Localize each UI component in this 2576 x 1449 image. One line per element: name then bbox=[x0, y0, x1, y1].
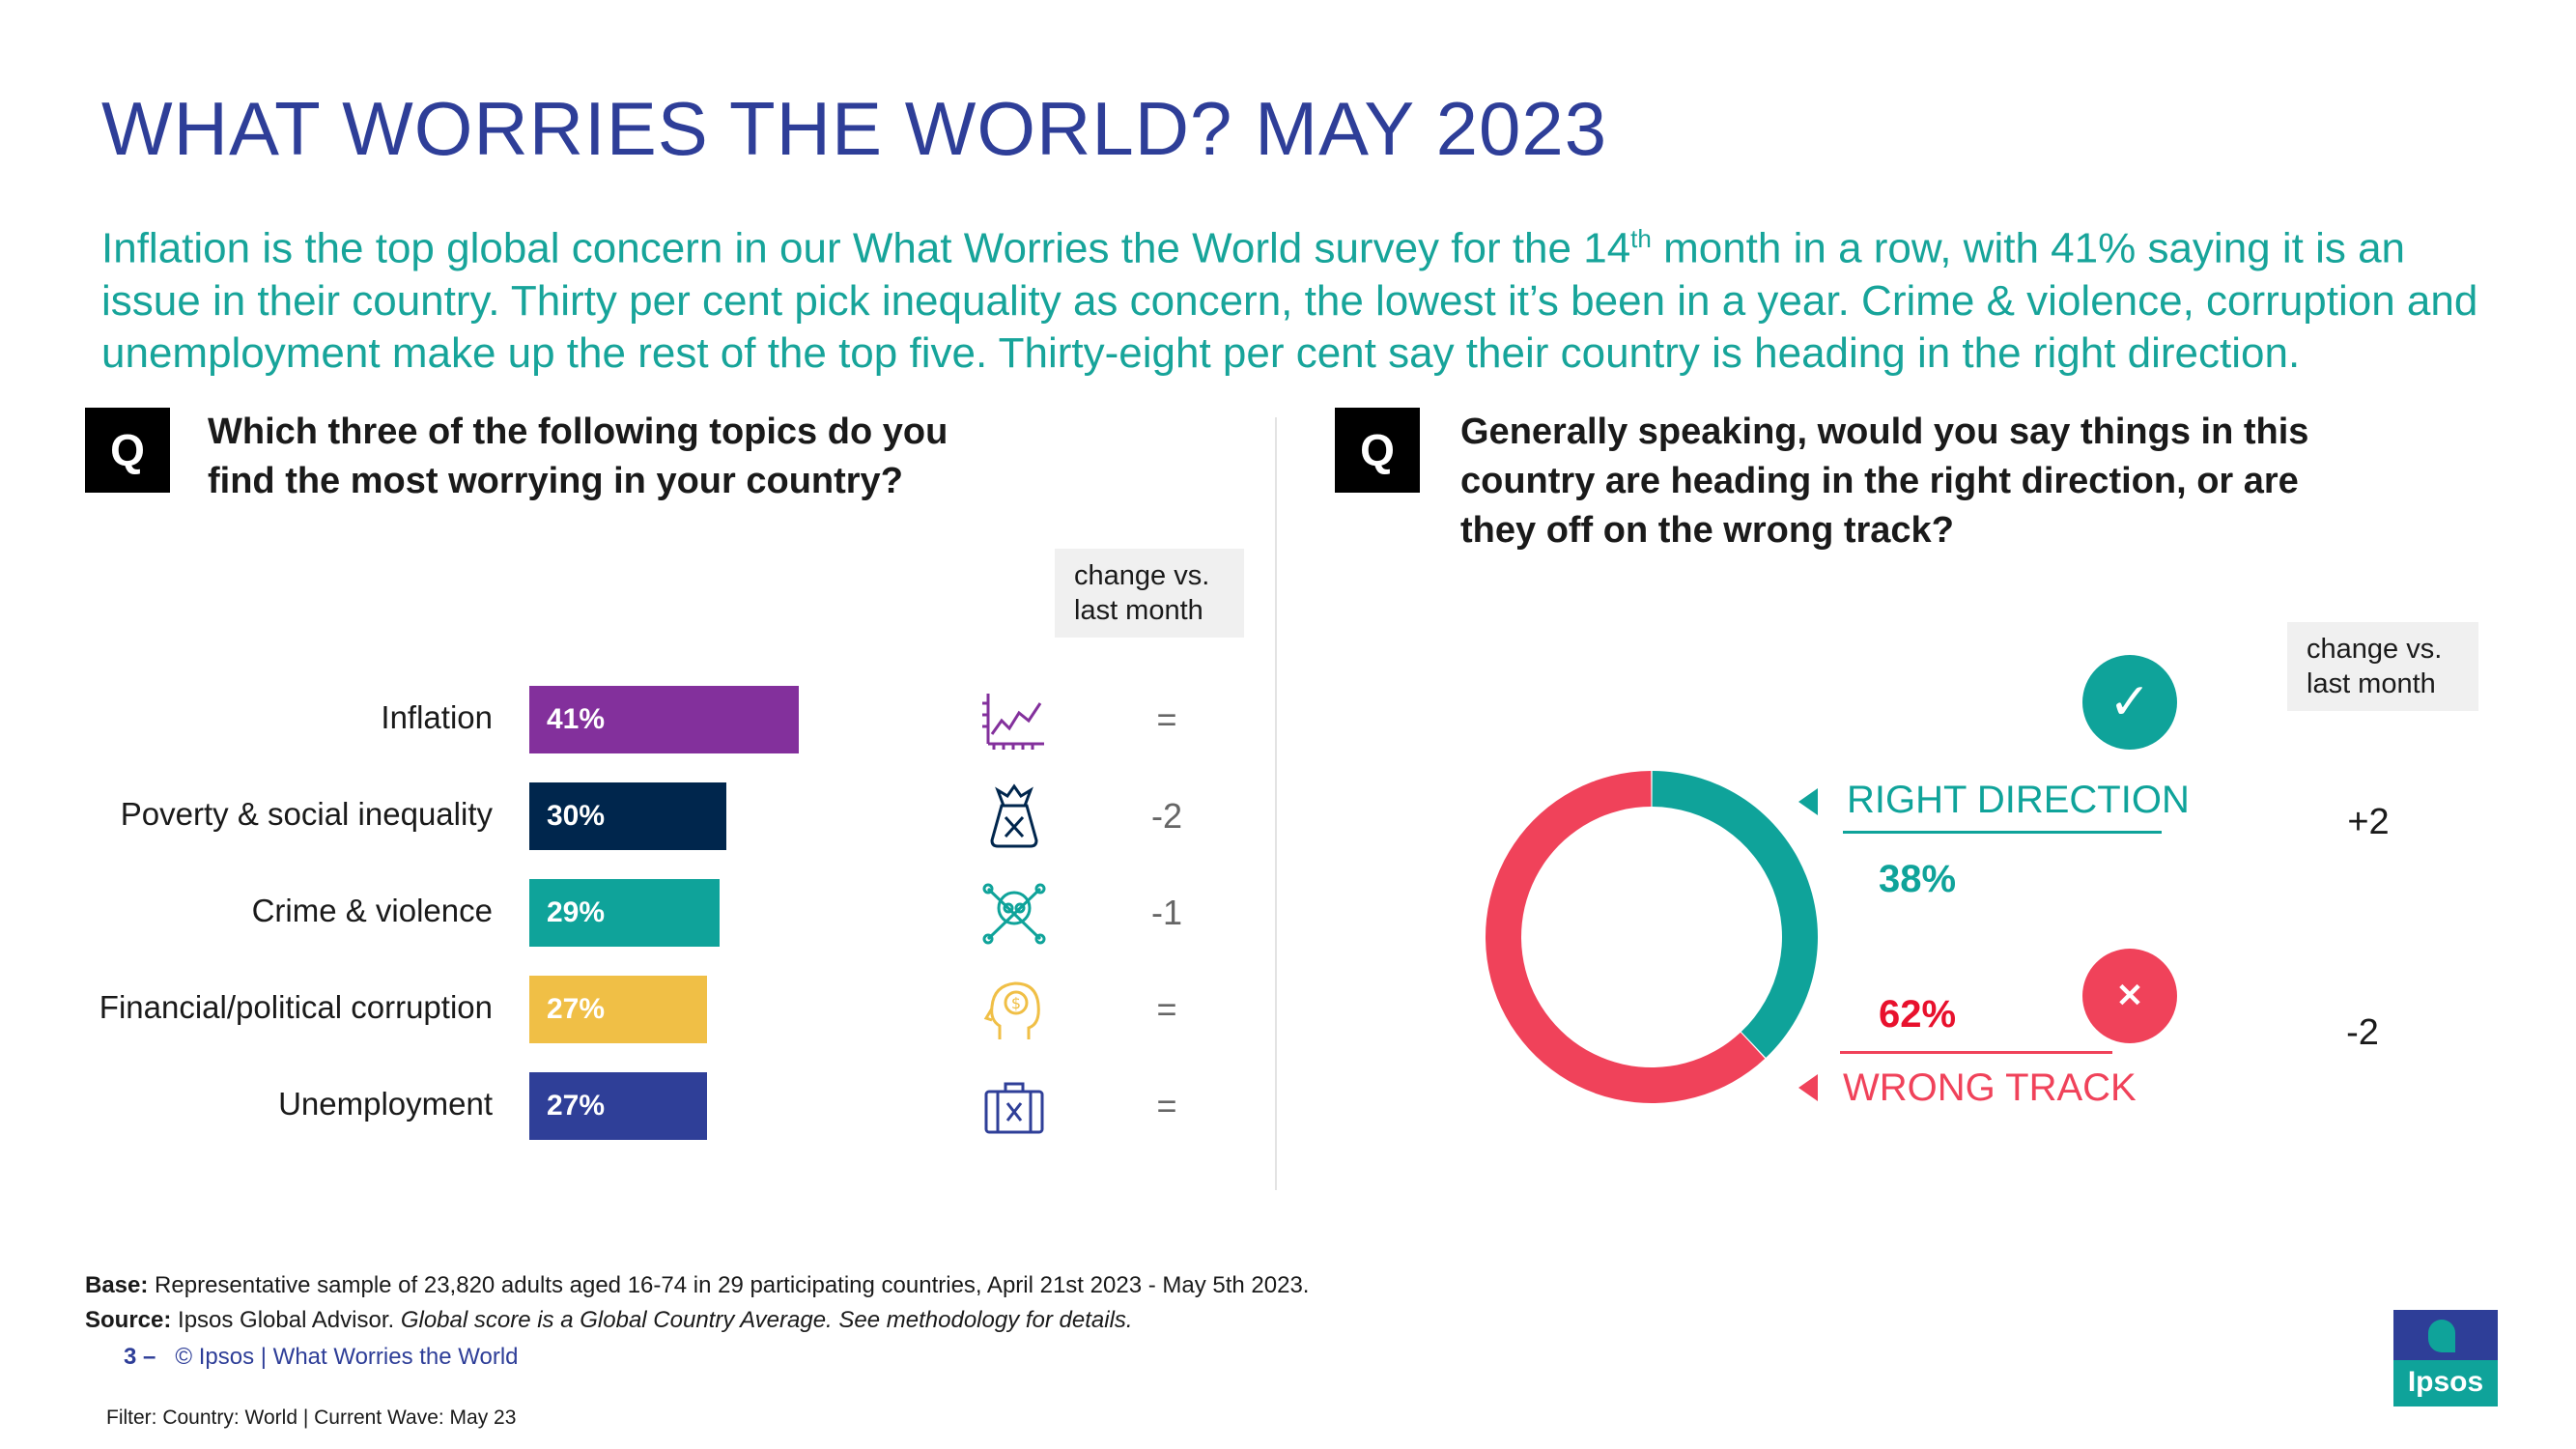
ipsos-logo: Ipsos bbox=[2393, 1310, 2498, 1406]
footer-source: Source: Ipsos Global Advisor. Global sco… bbox=[85, 1307, 1133, 1333]
change-header-left: change vs. last month bbox=[1055, 549, 1244, 638]
briefcase-x-icon bbox=[984, 1082, 1044, 1134]
bar-value-label: 41% bbox=[547, 703, 606, 735]
svg-text:$: $ bbox=[1011, 994, 1021, 1012]
category-label: Poverty & social inequality bbox=[120, 796, 493, 832]
donut-slice-wrong-track bbox=[1486, 771, 1766, 1103]
bar bbox=[529, 879, 721, 947]
inflation-chart-icon bbox=[982, 694, 1044, 750]
bar bbox=[529, 782, 726, 850]
right-direction-change: +2 bbox=[2347, 802, 2390, 842]
bar-value-label: 27% bbox=[547, 993, 606, 1025]
bar-value-label: 30% bbox=[547, 800, 606, 832]
category-label: Unemployment bbox=[278, 1086, 493, 1122]
category-label: Financial/political corruption bbox=[99, 989, 493, 1025]
question-badge-right: Q bbox=[1335, 408, 1420, 493]
category-label: Inflation bbox=[381, 699, 493, 735]
footer-base: Base: Representative sample of 23,820 ad… bbox=[85, 1272, 1310, 1298]
bar-value-label: 27% bbox=[547, 1090, 606, 1122]
question-text-right: Generally speaking, would you say things… bbox=[1460, 412, 2309, 551]
right-direction-value: 38% bbox=[1879, 858, 1957, 900]
right-direction-pointer-icon bbox=[1798, 788, 1818, 815]
category-label: Crime & violence bbox=[251, 893, 493, 928]
logo-head-shape bbox=[2428, 1320, 2455, 1352]
change-value: = bbox=[1156, 699, 1177, 739]
bar bbox=[529, 976, 707, 1043]
donut-slice-right-direction bbox=[1652, 771, 1818, 1058]
right-direction-label: RIGHT DIRECTION bbox=[1847, 779, 2190, 821]
wrong-track-value: 62% bbox=[1879, 993, 1957, 1036]
intro-line-3: unemployment make up the rest of the top… bbox=[101, 328, 2301, 377]
intro-paragraph: Inflation is the top global concern in o… bbox=[101, 213, 2535, 380]
wrong-track-label: WRONG TRACK bbox=[1843, 1066, 2137, 1109]
bar bbox=[529, 686, 799, 753]
footer-filter: Filter: Country: World | Current Wave: M… bbox=[106, 1406, 517, 1429]
intro-line-1: Inflation is the top global concern in o… bbox=[101, 224, 2406, 272]
logo-text: Ipsos bbox=[2407, 1366, 2484, 1398]
skull-crossbones-icon bbox=[982, 883, 1046, 945]
column-divider bbox=[1275, 417, 1277, 1190]
change-header-right: change vs. last month bbox=[2287, 622, 2478, 711]
wrong-track-underline bbox=[1840, 1051, 2112, 1054]
question-badge-left: Q bbox=[85, 408, 170, 493]
right-direction-underline bbox=[1843, 831, 2162, 834]
check-icon: ✓ bbox=[2082, 655, 2177, 750]
change-value: -1 bbox=[1150, 893, 1182, 932]
wrong-track-pointer-icon bbox=[1798, 1074, 1818, 1101]
question-text-left: Which three of the following topics do y… bbox=[208, 412, 948, 501]
page-title: WHAT WORRIES THE WORLD? MAY 2023 bbox=[101, 86, 1608, 171]
cross-icon: ✕ bbox=[2082, 949, 2177, 1043]
bar bbox=[529, 1072, 707, 1140]
direction-donut-chart bbox=[1486, 771, 1818, 1103]
change-value: -2 bbox=[1150, 796, 1182, 836]
money-bag-icon bbox=[990, 783, 1038, 848]
head-dollar-icon: $ bbox=[983, 981, 1040, 1039]
footer-page: 3 – © Ipsos | What Worries the World bbox=[124, 1344, 519, 1370]
change-value: = bbox=[1156, 1086, 1177, 1125]
bar-value-label: 29% bbox=[547, 896, 606, 928]
change-value: = bbox=[1156, 989, 1177, 1029]
wrong-track-change: -2 bbox=[2346, 1012, 2379, 1053]
intro-line-2: issue in their country. Thirty per cent … bbox=[101, 276, 2478, 325]
